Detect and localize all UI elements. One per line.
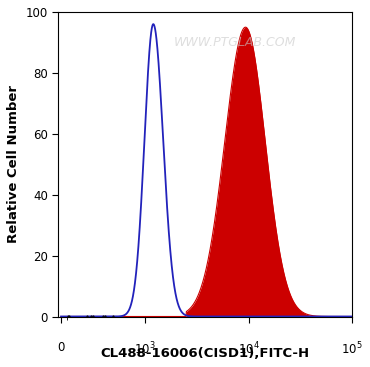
- Text: $10^3$: $10^3$: [134, 341, 156, 357]
- Text: $10^5$: $10^5$: [342, 341, 363, 357]
- Text: 0: 0: [57, 341, 65, 354]
- Text: WWW.PTGLAB.COM: WWW.PTGLAB.COM: [174, 36, 296, 49]
- Text: $10^4$: $10^4$: [238, 341, 259, 357]
- Y-axis label: Relative Cell Number: Relative Cell Number: [7, 85, 20, 243]
- X-axis label: CL488-16006(CISD1),FITC-H: CL488-16006(CISD1),FITC-H: [101, 347, 310, 360]
